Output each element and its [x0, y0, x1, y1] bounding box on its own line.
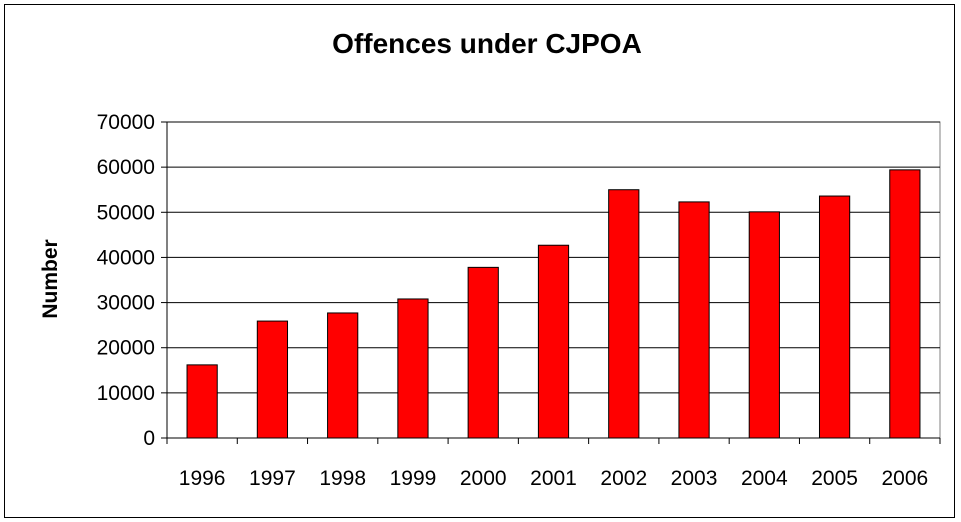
y-tick-label: 50000 — [97, 201, 155, 224]
bar — [748, 211, 780, 439]
y-axis-label: Number — [39, 239, 62, 318]
x-tick-label: 2002 — [600, 467, 647, 490]
chart-area: Offences under CJPOA Number 0 10000 20000 3… — [4, 4, 955, 518]
x-tick-label: 2004 — [741, 467, 788, 490]
bar — [678, 201, 710, 439]
x-tick-label: 2006 — [882, 467, 929, 490]
bar — [186, 364, 218, 439]
x-tick-label: 1999 — [390, 467, 437, 490]
bar — [397, 298, 429, 439]
bar — [327, 312, 359, 439]
chart-title: Offences under CJPOA — [332, 28, 642, 59]
y-tick-label: 30000 — [97, 292, 155, 315]
y-tick-label: 40000 — [97, 246, 155, 269]
y-tick-label: 20000 — [97, 337, 155, 360]
plot-area: 0 10000 20000 30000 40000 50000 60000 70000 1996… — [97, 111, 941, 490]
y-tick-label: 70000 — [97, 111, 155, 134]
bar — [467, 266, 499, 439]
y-tick-label: 60000 — [97, 156, 155, 179]
x-tick-label: 1996 — [179, 467, 226, 490]
x-tick-label: 2001 — [530, 467, 577, 490]
x-tick-label: 1998 — [319, 467, 366, 490]
x-tick-label: 2005 — [811, 467, 858, 490]
y-tick-label: 0 — [143, 427, 155, 450]
bar — [608, 189, 640, 439]
bar — [537, 244, 570, 439]
y-tick-label: 10000 — [97, 382, 155, 405]
bar — [889, 169, 921, 439]
bar — [818, 195, 851, 439]
x-tick-label: 1997 — [249, 467, 296, 490]
bar-chart: Offences under CJPOA Number 0 10000 20000 3… — [39, 28, 941, 490]
x-tick-label: 2000 — [460, 467, 507, 490]
x-tick-label: 2003 — [671, 467, 718, 490]
bar — [256, 320, 289, 439]
